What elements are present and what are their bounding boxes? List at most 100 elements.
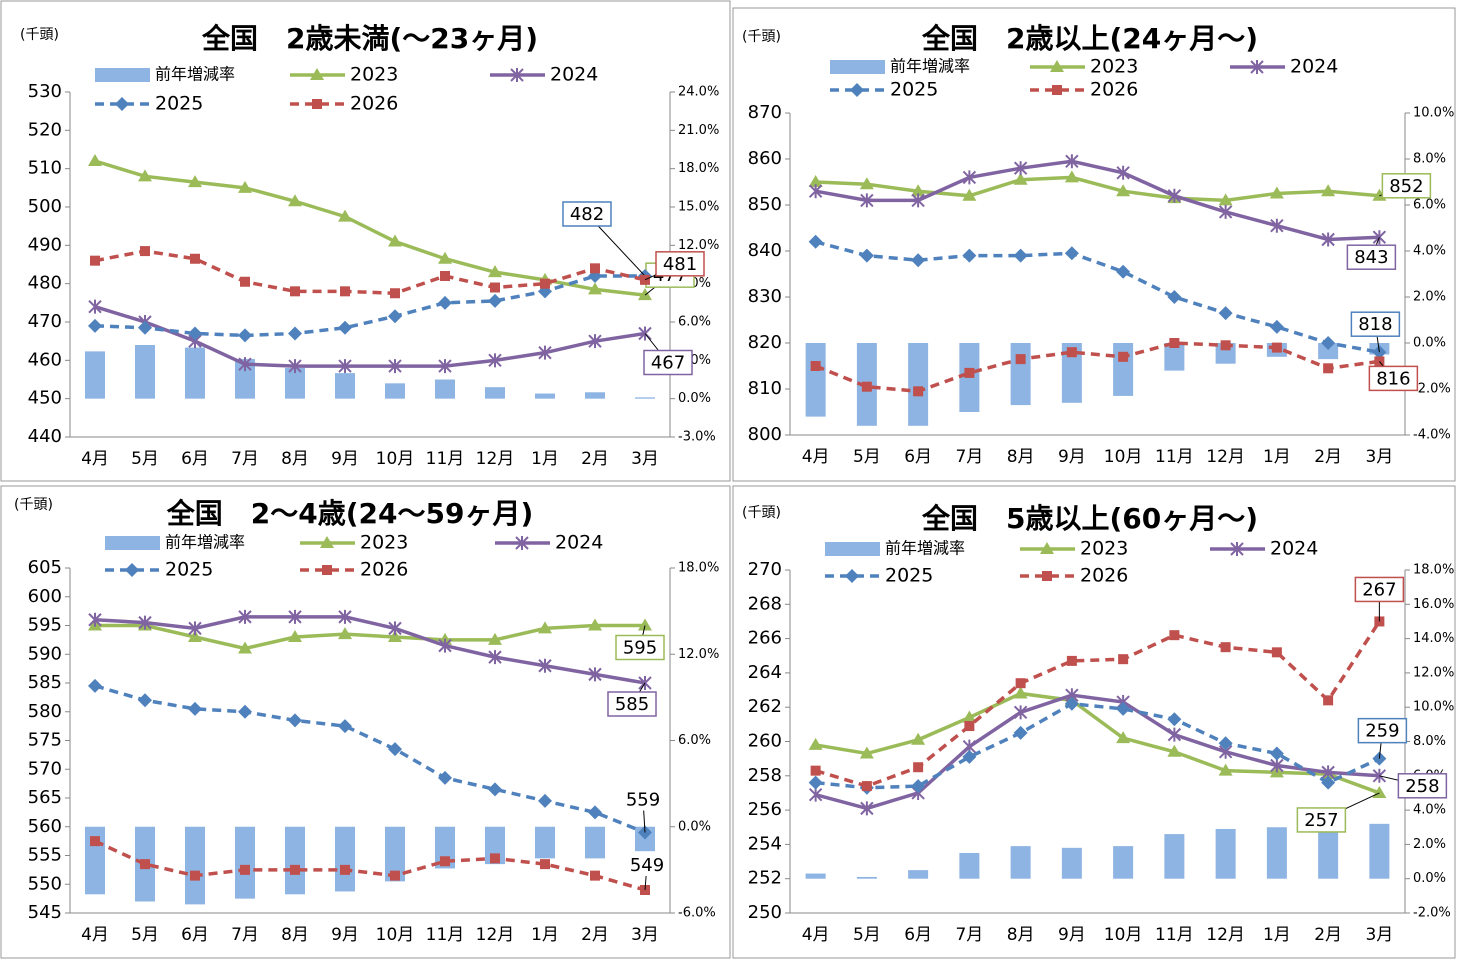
chart-title: 全国 2歳以上(24ヶ月～) — [921, 22, 1258, 55]
bar — [435, 379, 455, 399]
point — [808, 775, 823, 790]
point — [440, 271, 450, 281]
point — [488, 632, 502, 645]
point — [338, 209, 352, 222]
unit-label: (千頭) — [20, 27, 59, 43]
point — [1218, 736, 1233, 751]
bar — [1164, 834, 1185, 879]
series-line — [814, 341, 1380, 394]
legend-label: 2023 — [350, 64, 398, 86]
legend-label: 2023 — [1080, 538, 1128, 560]
point — [913, 386, 924, 397]
point — [438, 295, 452, 310]
point — [1116, 701, 1131, 716]
point — [1013, 705, 1028, 720]
y-tick-label: 820 — [748, 332, 782, 353]
x-tick-label: 9月 — [331, 925, 359, 945]
legend-label: 2026 — [1080, 565, 1128, 587]
point — [808, 234, 823, 249]
point — [588, 805, 602, 820]
x-tick-label: 8月 — [281, 925, 309, 945]
data-label: 481 — [663, 254, 697, 275]
y2-tick-label: 18.0% — [678, 161, 719, 176]
series-line — [94, 249, 646, 296]
legend-marker — [1050, 60, 1064, 72]
x-tick-label: 10月 — [376, 925, 415, 945]
legend-marker — [125, 563, 139, 577]
point — [190, 253, 200, 264]
point — [1116, 165, 1130, 180]
point — [538, 621, 552, 634]
point — [240, 864, 250, 875]
x-tick-label: 4月 — [81, 925, 109, 945]
y2-tick-label: 4.0% — [1413, 244, 1446, 259]
point — [1118, 351, 1129, 362]
point — [964, 721, 975, 732]
bar — [85, 351, 105, 399]
legend-marker — [1052, 85, 1062, 95]
point — [138, 693, 152, 708]
bar — [1010, 343, 1031, 406]
y-tick-label: 570 — [28, 758, 62, 779]
point — [288, 326, 302, 341]
bar — [585, 826, 605, 859]
point — [1066, 655, 1077, 666]
legend-label: 2025 — [155, 93, 203, 115]
legend-marker — [312, 99, 322, 109]
label-box — [623, 788, 663, 811]
y-tick-label: 250 — [748, 902, 782, 923]
legend-marker — [320, 536, 334, 548]
point — [911, 184, 926, 197]
point — [911, 253, 926, 268]
y-tick-label: 266 — [748, 628, 782, 649]
x-tick-label: 7月 — [231, 449, 259, 469]
point — [1015, 354, 1026, 365]
bar — [335, 826, 355, 892]
point — [338, 719, 352, 734]
series-line — [95, 623, 645, 651]
y2-tick-label: 24.0% — [678, 85, 719, 100]
point — [238, 180, 252, 193]
series-line — [815, 175, 1380, 203]
series-line — [94, 615, 646, 685]
y-tick-label: 830 — [748, 286, 782, 307]
x-tick-label: 12月 — [476, 925, 515, 945]
y-tick-label: 860 — [748, 148, 782, 169]
point — [1220, 642, 1231, 653]
point — [438, 770, 452, 785]
point — [1167, 712, 1182, 727]
point — [1218, 763, 1233, 776]
point — [388, 359, 402, 374]
y2-tick-label: 10.0% — [1413, 106, 1454, 121]
legend-marker — [1250, 60, 1264, 74]
x-tick-label: 11月 — [426, 449, 465, 469]
label-box — [655, 251, 705, 277]
y2-tick-label: 0.0% — [678, 819, 711, 834]
point — [188, 175, 202, 188]
y2-tick-label: 4.0% — [1413, 803, 1446, 818]
point — [388, 309, 402, 324]
point — [238, 357, 252, 372]
bar — [1010, 846, 1031, 879]
y-tick-label: 258 — [748, 765, 782, 786]
y2-tick-label: 6.0% — [678, 315, 711, 330]
legend-label: 2025 — [890, 79, 938, 101]
y2-tick-label: 21.0% — [678, 123, 719, 138]
point — [1013, 172, 1028, 185]
x-tick-label: 7月 — [231, 925, 259, 945]
point — [390, 870, 400, 881]
legend-marker — [515, 536, 529, 550]
point — [588, 334, 602, 349]
point — [240, 276, 250, 287]
x-tick-label: 11月 — [1155, 447, 1194, 467]
series-line — [815, 691, 1380, 795]
point — [288, 630, 302, 642]
point — [590, 870, 600, 881]
point — [1167, 727, 1182, 742]
data-label: 852 — [1389, 176, 1423, 197]
point — [538, 793, 552, 808]
point — [1220, 340, 1231, 351]
point — [911, 193, 925, 208]
point — [1270, 218, 1284, 233]
point — [962, 188, 977, 201]
